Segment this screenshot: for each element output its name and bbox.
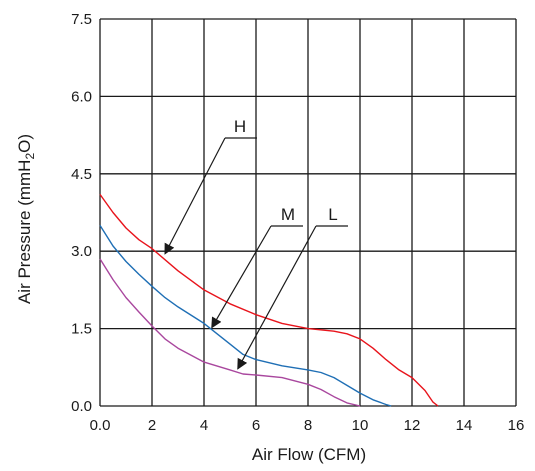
callout-arrow-l: [237, 225, 317, 370]
x-tick-label: 6: [252, 417, 260, 434]
callout-arrow-m: [211, 225, 272, 329]
y-axis-title-subscript: 2: [23, 153, 37, 160]
plot-grid: [99, 18, 517, 407]
x-tick-label: 14: [456, 417, 473, 434]
x-axis-title: Air Flow (CFM): [252, 445, 366, 464]
x-tick-label: 12: [404, 417, 421, 434]
y-tick-label: 7.5: [71, 11, 92, 28]
y-tick-label: 0.0: [71, 398, 92, 415]
y-tick-label: 4.5: [71, 166, 92, 183]
y-tick-label: 6.0: [71, 88, 92, 105]
series-line-h: [99, 193, 439, 407]
callout-label-h: H: [234, 117, 246, 136]
x-tick-label: 8: [304, 417, 312, 434]
series-line-l: [99, 258, 361, 407]
y-tick-label: 1.5: [71, 321, 92, 338]
y-axis-ticks: 0.0 1.5 3.0 4.5 6.0 7.5: [71, 11, 92, 415]
x-tick-label: 10: [352, 417, 369, 434]
x-tick-label: 0.0: [90, 417, 111, 434]
x-tick-label: 16: [508, 417, 525, 434]
y-axis-title: Air Pressure (mmH2O): [15, 134, 37, 304]
y-tick-label: 3.0: [71, 243, 92, 260]
y-axis-title-main: Air Pressure (mmH: [15, 160, 34, 305]
callout-label-l: L: [328, 205, 337, 224]
series-layer: [99, 193, 439, 407]
series-line-m: [99, 225, 392, 407]
callout-arrow-h: [164, 137, 226, 255]
x-tick-label: 4: [200, 417, 208, 434]
x-tick-label: 2: [148, 417, 156, 434]
x-axis-ticks: 0.0 2 4 6 8 10 12 14 16: [90, 417, 525, 434]
callout-layer: H M L: [164, 117, 348, 370]
y-axis-title-end: O): [15, 134, 34, 153]
callout-label-m: M: [281, 205, 295, 224]
